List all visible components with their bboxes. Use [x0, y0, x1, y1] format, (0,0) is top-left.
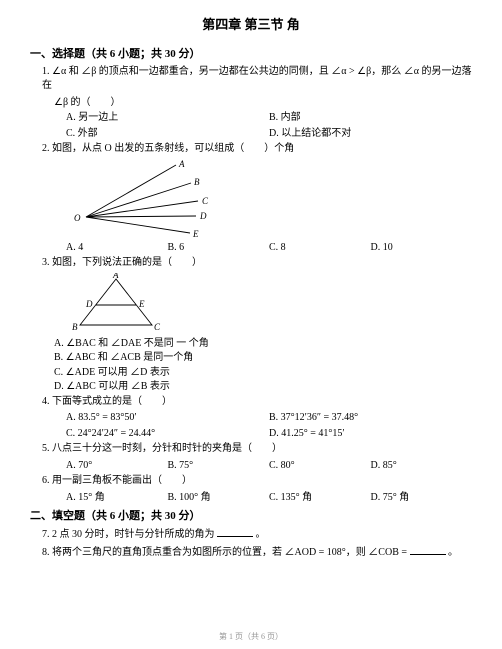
- q4-opts-row2: C. 24°24′24″ = 24.44° D. 41.25° = 41°15′: [66, 427, 472, 442]
- q7-text: 7. 2 点 30 分时，时针与分针所成的角为: [42, 529, 215, 540]
- q2-figure: O A B C D E: [66, 159, 472, 239]
- q3-lbl-A: A: [112, 273, 119, 280]
- q2-stem: 2. 如图，从点 O 出发的五条射线，可以组成（ ）个角: [42, 142, 472, 157]
- q5-opts: A. 70° B. 75° C. 80° D. 85°: [66, 459, 472, 474]
- q1-opts-row2: C. 外部 D. 以上结论都不对: [66, 127, 472, 142]
- q5-D: D. 85°: [371, 459, 473, 474]
- section2-head: 二、填空题（共 6 小题；共 30 分）: [30, 509, 472, 525]
- q5-C: C. 80°: [269, 459, 371, 474]
- q8-blank: [410, 545, 446, 555]
- q2-A: A. 4: [66, 241, 168, 256]
- q6-stem: 6. 用一副三角板不能画出（ ）: [42, 474, 472, 489]
- q7: 7. 2 点 30 分时，时针与分针所成的角为 。: [42, 527, 472, 543]
- q3-stem: 3. 如图，下列说法正确的是（ ）: [42, 256, 472, 271]
- q2-stem-text: 2. 如图，从点 O 出发的五条射线，可以组成（ ）个角: [42, 143, 294, 154]
- q8: 8. 将两个三角尺的直角顶点重合为如图所示的位置，若 ∠AOD = 108°，则…: [42, 545, 472, 561]
- q3-optC: C. ∠ADE 可以用 ∠D 表示: [54, 366, 472, 381]
- q1-D: D. 以上结论都不对: [269, 127, 472, 142]
- page-title: 第四章 第三节 角: [30, 16, 472, 35]
- q3-lbl-D: D: [85, 299, 93, 309]
- q6-D: D. 75° 角: [371, 491, 473, 506]
- q2-B: B. 6: [168, 241, 270, 256]
- q3-lbl-E: E: [138, 299, 145, 309]
- q3-figure: A D E B C: [66, 273, 472, 335]
- q8-text-b: 。: [448, 547, 458, 558]
- q6-C: C. 135° 角: [269, 491, 371, 506]
- q7-blank: [217, 527, 253, 537]
- q3-lbl-B: B: [72, 322, 78, 332]
- q4-A: A. 83.5° = 83°50′: [66, 411, 269, 426]
- q3-optD: D. ∠ABC 可以用 ∠B 表示: [54, 380, 472, 395]
- q2-D: D. 10: [371, 241, 473, 256]
- q3-optB: B. ∠ABC 和 ∠ACB 是同一个角: [54, 351, 472, 366]
- section1-head: 一、选择题（共 6 小题；共 30 分）: [30, 47, 472, 63]
- q1-C: C. 外部: [66, 127, 269, 142]
- q7-end: 。: [256, 529, 266, 540]
- q6-opts: A. 15° 角 B. 100° 角 C. 135° 角 D. 75° 角: [66, 491, 472, 506]
- q4-stem: 4. 下面等式成立的是（ ）: [42, 395, 472, 410]
- q5-B: B. 75°: [168, 459, 270, 474]
- lbl-D: D: [199, 211, 207, 221]
- q3-optA: A. ∠BAC 和 ∠DAE 不是同 一 个角: [54, 337, 472, 352]
- q4-B: B. 37°12′36″ = 37.48°: [269, 411, 472, 426]
- q1-opts-row1: A. 另一边上 B. 内部: [66, 111, 472, 126]
- q4-C: C. 24°24′24″ = 24.44°: [66, 427, 269, 442]
- q8-text-a: 8. 将两个三角尺的直角顶点重合为如图所示的位置，若 ∠AOD = 108°，则…: [42, 547, 407, 558]
- lbl-C: C: [202, 196, 209, 206]
- q2-C: C. 8: [269, 241, 371, 256]
- q1-A: A. 另一边上: [66, 111, 269, 126]
- lbl-A: A: [178, 159, 185, 169]
- q5-stem: 5. 八点三十分这一时刻，分针和时针的夹角是（ ）: [42, 442, 472, 457]
- q1-B: B. 内部: [269, 111, 472, 126]
- q4-opts-row1: A. 83.5° = 83°50′ B. 37°12′36″ = 37.48°: [66, 411, 472, 426]
- lbl-E: E: [192, 229, 199, 239]
- q1-stem-b: ∠β 的（ ）: [54, 96, 472, 111]
- page-footer: 第 1 页（共 6 页）: [0, 631, 502, 643]
- q1-stem-a: 1. ∠α 和 ∠β 的顶点和一边都重合，另一边都在公共边的同侧，且 ∠α > …: [42, 65, 472, 94]
- q2-opts: A. 4 B. 6 C. 8 D. 10: [66, 241, 472, 256]
- q5-A: A. 70°: [66, 459, 168, 474]
- q3-lbl-C: C: [154, 322, 161, 332]
- lbl-B: B: [194, 177, 200, 187]
- q6-A: A. 15° 角: [66, 491, 168, 506]
- lbl-O: O: [74, 213, 81, 223]
- q4-D: D. 41.25° = 41°15′: [269, 427, 472, 442]
- q6-B: B. 100° 角: [168, 491, 270, 506]
